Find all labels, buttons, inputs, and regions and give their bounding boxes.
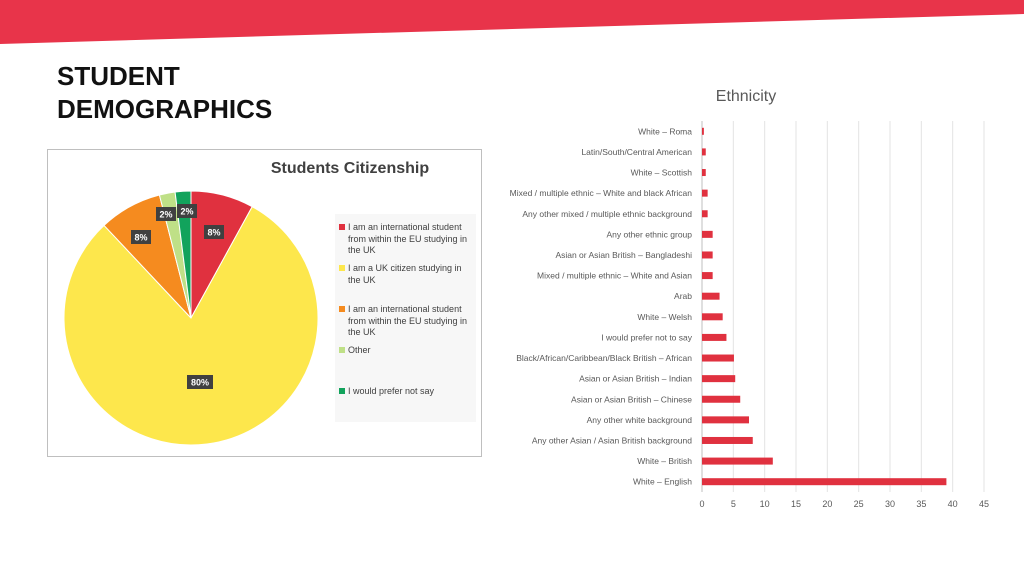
bar (702, 148, 706, 156)
y-category-label: White – Welsh (637, 312, 692, 322)
legend-item: I am an international student from withi… (339, 222, 471, 257)
bar (702, 457, 773, 465)
y-category-label: Mixed / multiple ethnic – White and Asia… (537, 271, 692, 281)
legend-label: I am a UK citizen studying in the UK (348, 263, 462, 285)
bar (702, 313, 723, 321)
y-category-label: Latin/South/Central American (581, 147, 692, 157)
y-category-label: Asian or Asian British – Bangladeshi (555, 250, 692, 260)
pie-legend: I am an international student from withi… (335, 214, 476, 422)
bar (702, 354, 734, 362)
bar (702, 251, 713, 259)
bar (702, 127, 704, 135)
bar (702, 210, 708, 218)
y-category-label: Any other white background (587, 415, 693, 425)
bar (702, 436, 753, 444)
legend-label: I am an international student from withi… (348, 304, 468, 337)
bar (702, 395, 741, 403)
slide-title: STUDENT DEMOGRAPHICS (57, 60, 272, 126)
bar (702, 292, 720, 300)
pie-data-label: 2% (180, 207, 193, 217)
ethnicity-chart-title: Ethnicity (715, 88, 777, 105)
y-category-label: Arab (674, 291, 692, 301)
x-tick-label: 35 (916, 499, 926, 509)
legend-swatch (339, 347, 345, 353)
pie-data-label: 80% (191, 378, 209, 388)
x-tick-label: 30 (885, 499, 895, 509)
x-tick-label: 15 (791, 499, 801, 509)
pie-data-label: 8% (207, 228, 220, 238)
y-category-label: Asian or Asian British – Chinese (571, 394, 692, 404)
legend-swatch (339, 224, 345, 230)
pie-data-label: 8% (134, 233, 147, 243)
bar (702, 375, 736, 383)
bar (702, 189, 708, 197)
x-tick-label: 10 (760, 499, 770, 509)
legend-item: I would prefer not say (339, 386, 471, 398)
legend-swatch (339, 306, 345, 312)
bar (702, 169, 706, 177)
pie-data-label-box (156, 207, 176, 221)
legend-item: Other (339, 345, 471, 357)
y-category-label: Black/African/Caribbean/Black British – … (516, 353, 692, 363)
pie-data-label-box (204, 225, 224, 239)
pie-slice (174, 190, 192, 319)
pie-chart-title: Students Citizenship (270, 160, 430, 177)
legend-item: I am a UK citizen studying in the UK (339, 263, 471, 286)
bar (702, 272, 713, 280)
slide-title-line-2: DEMOGRAPHICS (57, 94, 273, 124)
y-category-label: White – British (637, 456, 692, 466)
pie-slice (63, 206, 319, 446)
y-category-label: Asian or Asian British – Indian (579, 374, 692, 384)
x-tick-label: 5 (731, 499, 736, 509)
pie-data-label-box (177, 204, 197, 218)
legend-swatch (339, 388, 345, 394)
legend-label: Other (348, 345, 371, 355)
x-tick-label: 25 (854, 499, 864, 509)
x-tick-label: 45 (979, 499, 989, 509)
header-banner (0, 0, 1024, 44)
x-tick-label: 20 (822, 499, 832, 509)
bar (702, 333, 727, 341)
y-category-label: Any other Asian / Asian British backgrou… (532, 435, 692, 445)
pie-data-label: 2% (159, 210, 172, 220)
pie-data-label-box (187, 375, 213, 389)
x-tick-label: 0 (699, 499, 704, 509)
y-category-label: Any other ethnic group (606, 229, 692, 239)
y-category-label: I would prefer not to say (601, 332, 692, 342)
y-category-label: White – Scottish (631, 168, 693, 178)
bar (702, 478, 947, 486)
x-tick-label: 40 (948, 499, 958, 509)
legend-swatch (339, 265, 345, 271)
legend-label: I would prefer not say (348, 386, 435, 396)
y-category-label: Mixed / multiple ethnic – White and blac… (510, 188, 693, 198)
y-category-label: White – Roma (638, 126, 692, 136)
slide-title-line-1: STUDENT (57, 61, 180, 91)
y-category-label: Any other mixed / multiple ethnic backgr… (522, 209, 692, 219)
y-category-label: White – English (633, 477, 692, 487)
bar (702, 416, 749, 424)
legend-item: I am an international student from withi… (339, 304, 471, 339)
legend-label: I am an international student from withi… (348, 222, 468, 255)
bar (702, 230, 713, 238)
pie-data-label-box (131, 230, 151, 244)
